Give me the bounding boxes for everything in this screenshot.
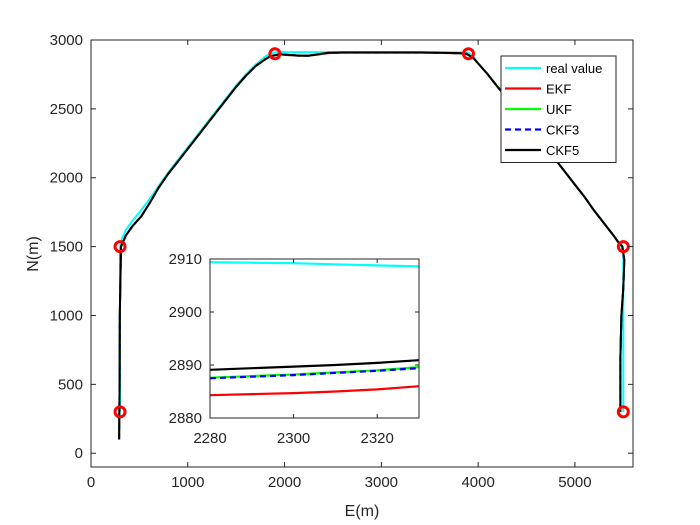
- y-tick-label: 500: [58, 376, 83, 393]
- legend: real value EKF UKF CKF3 CKF5: [500, 55, 617, 163]
- x-tick-label: 0: [87, 474, 95, 491]
- waypoint-marker-3: [268, 47, 282, 61]
- y-axis-label: N(m): [25, 236, 42, 272]
- x-axis-label: E(m): [345, 503, 380, 520]
- inset-y-tick-label: 2880: [169, 410, 202, 427]
- y-tick-label: 2500: [50, 101, 83, 118]
- waypoint-marker-6: [616, 405, 630, 419]
- inset-y-tick-label: 2910: [169, 251, 202, 268]
- x-tick-label: 3000: [365, 474, 398, 491]
- inset-x-tick-label: 2280: [193, 430, 226, 447]
- legend-label-ckf5: CKF5: [546, 143, 579, 158]
- legend-label-ckf3: CKF3: [546, 123, 579, 138]
- waypoint-marker-1: [113, 405, 127, 419]
- inset-series-lines: [210, 261, 419, 397]
- waypoint-marker-2: [113, 240, 127, 254]
- y-tick-label: 1500: [50, 239, 83, 256]
- main-axes: 0 1000 2000 3000 4000 5000 0 500 1000 1500 2000 250…: [50, 32, 634, 491]
- x-tick-label: 1000: [171, 474, 204, 491]
- inset-series-line-ckf3: [210, 367, 419, 380]
- legend-label-ekf: EKF: [546, 82, 571, 97]
- inset-series-line-ekf: [210, 385, 419, 397]
- legend-label-real-value: real value: [546, 61, 602, 76]
- y-tick-label: 3000: [50, 32, 83, 49]
- inset-y-tick-label: 2890: [169, 357, 202, 374]
- inset-series-line-real-value: [210, 261, 419, 268]
- x-tick-label: 5000: [558, 474, 591, 491]
- y-tick-label: 2000: [50, 170, 83, 187]
- legend-label-ukf: UKF: [546, 102, 572, 117]
- y-tick-label: 1000: [50, 307, 83, 324]
- inset-x-tick-label: 2300: [277, 430, 310, 447]
- inset-x-tick-label: 2320: [361, 430, 394, 447]
- waypoint-marker-4: [461, 47, 475, 61]
- inset-y-tick-label: 2900: [169, 304, 202, 321]
- y-tick-label: 0: [75, 445, 83, 462]
- series-line-ckf5: [118, 51, 626, 440]
- series-lines: [118, 51, 626, 440]
- inset-series-line-ckf5: [210, 359, 419, 371]
- x-tick-label: 4000: [461, 474, 494, 491]
- main-axes-box: [90, 39, 634, 468]
- inset-zoom-plot: 2280 2300 2320 2880 2890 2900 2910: [169, 251, 420, 447]
- x-tick-label: 2000: [268, 474, 301, 491]
- inset-axes-box: [209, 258, 420, 419]
